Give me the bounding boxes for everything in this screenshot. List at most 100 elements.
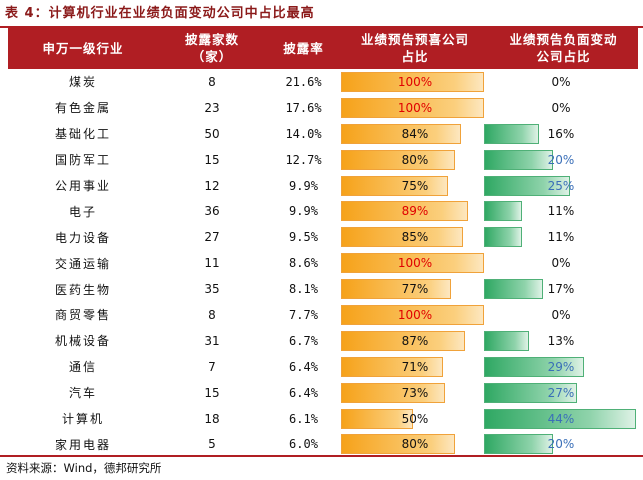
- disclosure-count: 18: [204, 411, 220, 426]
- table-title: 表 4：计算机行业在业绩负面变动公司中占比最高: [5, 6, 315, 21]
- positive-share-cell: 85%: [341, 224, 489, 250]
- source-note: 资料来源：Wind，德邦研究所: [6, 461, 162, 475]
- positive-share-cell: 100%: [341, 250, 489, 276]
- industry-table: 申万一级行业 披露家数 （家） 披露率 业绩预告预喜公司 占比 业绩预告负面变动…: [8, 27, 638, 458]
- positive-share-bar: [341, 227, 463, 248]
- disclosure-count: 15: [204, 152, 220, 167]
- disclosure-count: 11: [204, 256, 220, 271]
- negative-share-label: 0%: [551, 100, 571, 115]
- negative-share-cell: 16%: [484, 121, 638, 147]
- table-row: 汽车 15 6.4% 73% 27%: [8, 379, 638, 406]
- disclosure-count: 36: [204, 204, 220, 219]
- positive-share-label: 84%: [401, 126, 429, 141]
- table-row: 有色金属 23 17.6% 100% 0%: [8, 94, 638, 121]
- positive-share-bar: [341, 279, 451, 300]
- table-row: 电力设备 27 9.5% 85% 11%: [8, 224, 638, 251]
- negative-share-cell: 0%: [484, 250, 638, 276]
- negative-share-bar: [484, 123, 539, 144]
- negative-share-bar: [484, 356, 584, 377]
- negative-share-label: 20%: [547, 437, 575, 452]
- positive-share-label: 100%: [397, 74, 433, 89]
- positive-share-cell: 84%: [341, 121, 489, 147]
- industry-name: 医药生物: [54, 282, 111, 297]
- disclosure-rate: 8.1%: [289, 282, 318, 297]
- positive-share-label: 75%: [401, 178, 429, 193]
- negative-share-label: 25%: [547, 178, 575, 193]
- negative-share-label: 44%: [547, 411, 575, 426]
- positive-share-cell: 50%: [341, 406, 489, 432]
- industry-name: 有色金属: [54, 101, 111, 116]
- negative-share-label: 0%: [551, 74, 571, 89]
- disclosure-rate: 21.6%: [285, 74, 322, 89]
- positive-share-label: 73%: [401, 385, 429, 400]
- bottom-divider: [0, 455, 643, 457]
- positive-share-cell: 71%: [341, 354, 489, 380]
- negative-share-bar: [484, 382, 577, 403]
- negative-share-cell: 29%: [484, 354, 638, 380]
- header-count: 披露家数 （家）: [184, 32, 239, 64]
- disclosure-count: 50: [204, 126, 220, 141]
- industry-name: 煤炭: [68, 75, 97, 90]
- table-row: 机械设备 31 6.7% 87% 13%: [8, 327, 638, 354]
- positive-share-label: 71%: [401, 359, 429, 374]
- positive-share-cell: 75%: [341, 173, 489, 199]
- disclosure-count: 7: [208, 359, 216, 374]
- industry-name: 家用电器: [54, 437, 111, 452]
- negative-share-label: 11%: [547, 230, 575, 245]
- positive-share-cell: 100%: [341, 302, 489, 328]
- negative-share-bar: [484, 227, 522, 248]
- negative-share-label: 16%: [547, 126, 575, 141]
- header-rate: 披露率: [283, 40, 324, 56]
- header-industry: 申万一级行业: [42, 40, 124, 56]
- positive-share-label: 100%: [397, 256, 433, 271]
- disclosure-count: 12: [204, 178, 220, 193]
- positive-share-label: 87%: [401, 333, 429, 348]
- industry-name: 电子: [68, 204, 97, 219]
- positive-share-cell: 100%: [341, 95, 489, 121]
- positive-share-bar: [341, 356, 443, 377]
- disclosure-rate: 6.1%: [289, 411, 318, 426]
- negative-share-label: 20%: [547, 152, 575, 167]
- disclosure-rate: 6.0%: [289, 437, 318, 452]
- disclosure-rate: 6.4%: [289, 359, 318, 374]
- industry-name: 交通运输: [54, 256, 111, 271]
- negative-share-cell: 13%: [484, 328, 638, 354]
- industry-name: 公用事业: [54, 179, 111, 193]
- negative-share-bar: [484, 434, 553, 455]
- negative-share-label: 17%: [547, 282, 575, 297]
- positive-share-cell: 73%: [341, 380, 489, 406]
- table-row: 家用电器 5 6.0% 80% 20%: [8, 431, 638, 458]
- industry-name: 通信: [68, 360, 97, 375]
- disclosure-count: 31: [204, 333, 220, 348]
- negative-share-cell: 0%: [484, 69, 638, 95]
- negative-share-cell: 20%: [484, 431, 638, 457]
- disclosure-rate: 9.9%: [289, 204, 318, 219]
- table-row: 电子 36 9.9% 89% 11%: [8, 198, 638, 225]
- positive-share-bar: [341, 149, 455, 170]
- disclosure-rate: 6.7%: [289, 333, 318, 348]
- negative-share-bar: [484, 175, 570, 196]
- disclosure-count: 35: [204, 282, 220, 297]
- table-row: 通信 7 6.4% 71% 29%: [8, 353, 638, 380]
- negative-share-cell: 0%: [484, 302, 638, 328]
- negative-share-label: 0%: [551, 307, 571, 322]
- positive-share-bar: [341, 408, 413, 429]
- table-row: 国防军工 15 12.7% 80% 20%: [8, 146, 638, 173]
- positive-share-label: 80%: [401, 437, 429, 452]
- disclosure-count: 23: [204, 100, 220, 115]
- positive-share-label: 77%: [401, 282, 429, 297]
- negative-share-bar: [484, 330, 529, 351]
- disclosure-rate: 9.9%: [289, 178, 318, 193]
- negative-share-cell: 27%: [484, 380, 638, 406]
- negative-share-bar: [484, 149, 553, 170]
- positive-share-label: 85%: [401, 230, 429, 245]
- negative-share-cell: 11%: [484, 224, 638, 250]
- positive-share-cell: 80%: [341, 431, 489, 457]
- disclosure-rate: 6.4%: [289, 385, 318, 400]
- positive-share-label: 100%: [397, 307, 433, 322]
- positive-share-cell: 87%: [341, 328, 489, 354]
- disclosure-count: 27: [204, 230, 220, 245]
- negative-share-label: 13%: [547, 333, 575, 348]
- header-positive-share: 业绩预告预喜公司 占比: [360, 32, 469, 64]
- industry-name: 国防军工: [54, 153, 111, 168]
